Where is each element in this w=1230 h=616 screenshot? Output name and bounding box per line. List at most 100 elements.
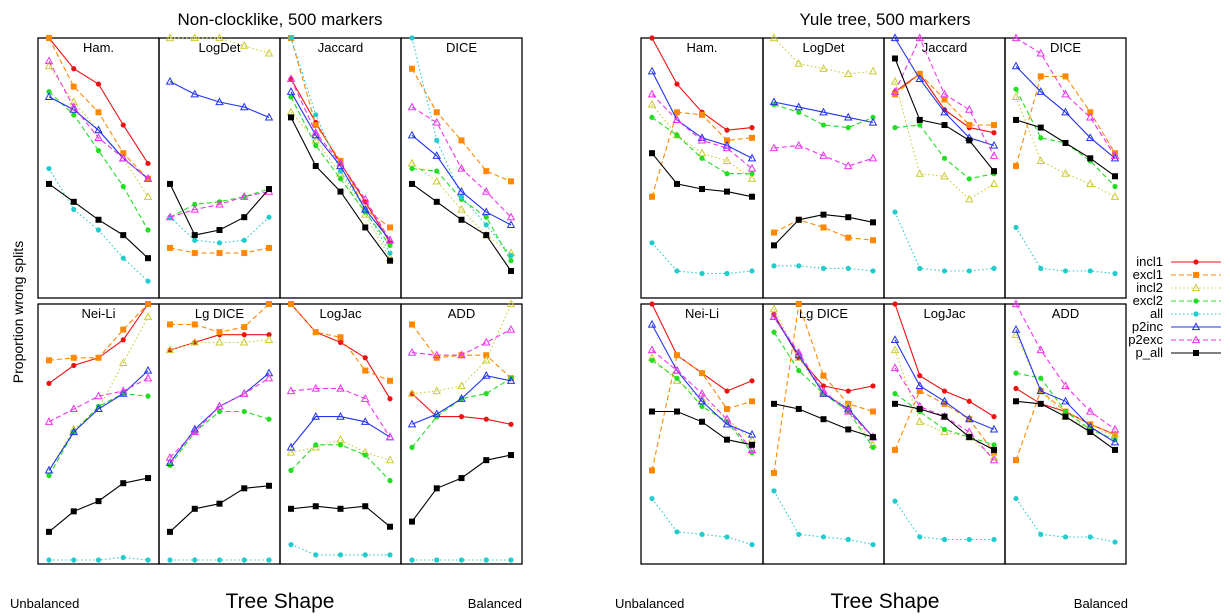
data-point-excl1 <box>95 109 102 116</box>
series-excl2 <box>46 89 151 233</box>
data-point-p2exc <box>1036 345 1045 354</box>
data-point-p2inc <box>215 97 224 106</box>
data-point-p_all <box>120 232 127 239</box>
data-point-incl1 <box>674 81 680 87</box>
data-point-all <box>409 35 415 41</box>
data-point-all <box>649 495 655 502</box>
data-point-p2inc <box>69 427 78 436</box>
series-line-p2exc <box>1015 303 1116 430</box>
data-point-p2inc <box>457 394 466 402</box>
series-p_all <box>167 180 272 239</box>
data-point-excl1 <box>216 250 223 257</box>
data-point-p_all <box>941 122 948 129</box>
data-point-incl2 <box>385 455 395 464</box>
data-point-p2exc <box>747 445 757 454</box>
data-point-p2inc <box>190 89 199 98</box>
data-point-excl1 <box>409 65 415 72</box>
data-point-all <box>145 557 151 563</box>
data-point-p_all <box>145 475 151 482</box>
data-point-p_all <box>699 186 705 193</box>
data-point-p_all <box>508 267 514 274</box>
data-point-incl2 <box>747 174 757 182</box>
data-point-incl2 <box>1086 179 1095 188</box>
left-x-axis-label: Tree Shape <box>226 590 335 613</box>
right-x-caption-unbalanced: Unbalanced <box>615 596 684 611</box>
data-point-p_all <box>845 214 852 221</box>
panel-frame <box>400 37 523 299</box>
data-point-p2exc <box>1011 33 1021 42</box>
series-p2exc <box>890 363 999 464</box>
data-point-p_all <box>241 485 248 492</box>
series-all <box>892 498 997 543</box>
data-point-all <box>46 557 52 563</box>
data-point-p2exc <box>722 143 732 152</box>
data-point-incl2 <box>1110 192 1120 200</box>
series-excl2 <box>649 114 755 177</box>
data-point-all <box>724 270 730 277</box>
data-point-p2inc <box>165 76 175 85</box>
data-point-p2inc <box>1036 386 1045 395</box>
series-all <box>288 35 393 256</box>
data-point-excl2 <box>313 142 319 149</box>
data-point-p2inc <box>722 140 732 149</box>
data-point-p_all <box>191 505 198 512</box>
data-point-p_all <box>649 150 655 157</box>
data-point-p2inc <box>647 66 657 75</box>
data-point-incl2 <box>940 171 949 180</box>
panel-frame <box>762 37 885 299</box>
series-incl1 <box>167 332 272 353</box>
legend-marker <box>1193 311 1199 317</box>
data-point-excl1 <box>649 467 655 474</box>
data-point-excl1 <box>724 137 730 144</box>
data-point-excl1 <box>674 352 680 359</box>
series-line-excl1 <box>290 303 391 382</box>
panel-title: Nei-Li <box>685 306 719 321</box>
series-p_all <box>288 114 393 264</box>
legend-marker <box>1193 298 1199 304</box>
data-point-excl1 <box>167 244 173 251</box>
series-p2inc <box>407 130 516 228</box>
series-p_all <box>649 150 755 200</box>
data-point-incl1 <box>749 378 755 384</box>
panel-frame <box>1004 37 1127 299</box>
series-incl1 <box>46 35 151 167</box>
panel-frame <box>158 37 281 299</box>
right-x-caption-balanced: Balanced <box>1074 596 1128 611</box>
data-point-p_all <box>70 198 77 205</box>
legend-label: all <box>1150 306 1163 321</box>
series-p_all <box>1013 398 1118 453</box>
data-point-excl2 <box>870 444 876 450</box>
data-point-all <box>71 206 77 213</box>
panel-frame <box>279 37 402 299</box>
data-point-incl1 <box>508 421 514 427</box>
data-point-incl1 <box>892 301 898 307</box>
series-p2inc <box>165 76 274 121</box>
data-point-p_all <box>46 528 52 535</box>
series-excl2 <box>46 391 151 479</box>
data-point-all <box>192 557 198 563</box>
series-excl1 <box>288 35 393 231</box>
data-point-excl2 <box>483 391 489 397</box>
data-point-p2exc <box>240 192 249 200</box>
data-point-p2inc <box>407 130 417 139</box>
series-all <box>771 263 876 274</box>
panel-grids: Ham. LogDet Jaccard DICE Nei-Li Lg DICE LogJac… <box>37 33 1127 565</box>
data-point-excl1 <box>312 122 319 129</box>
data-point-incl1 <box>120 337 126 343</box>
data-point-incl2 <box>769 33 779 42</box>
data-point-all <box>771 263 777 269</box>
data-point-p_all <box>288 114 294 121</box>
data-point-p_all <box>1037 124 1044 131</box>
data-point-all <box>1038 265 1044 271</box>
data-point-excl2 <box>387 242 393 248</box>
legend-item-all: all <box>1150 306 1221 321</box>
series-excl1 <box>771 216 876 244</box>
data-point-excl1 <box>1112 431 1118 438</box>
series-line-excl1 <box>773 303 874 474</box>
data-point-incl2 <box>165 345 175 354</box>
data-point-excl1 <box>241 324 248 331</box>
data-point-excl2 <box>917 122 923 128</box>
legend-item-p_all: p_all <box>1136 345 1221 360</box>
data-point-p2exc <box>1110 151 1120 159</box>
series-excl1 <box>649 352 755 474</box>
